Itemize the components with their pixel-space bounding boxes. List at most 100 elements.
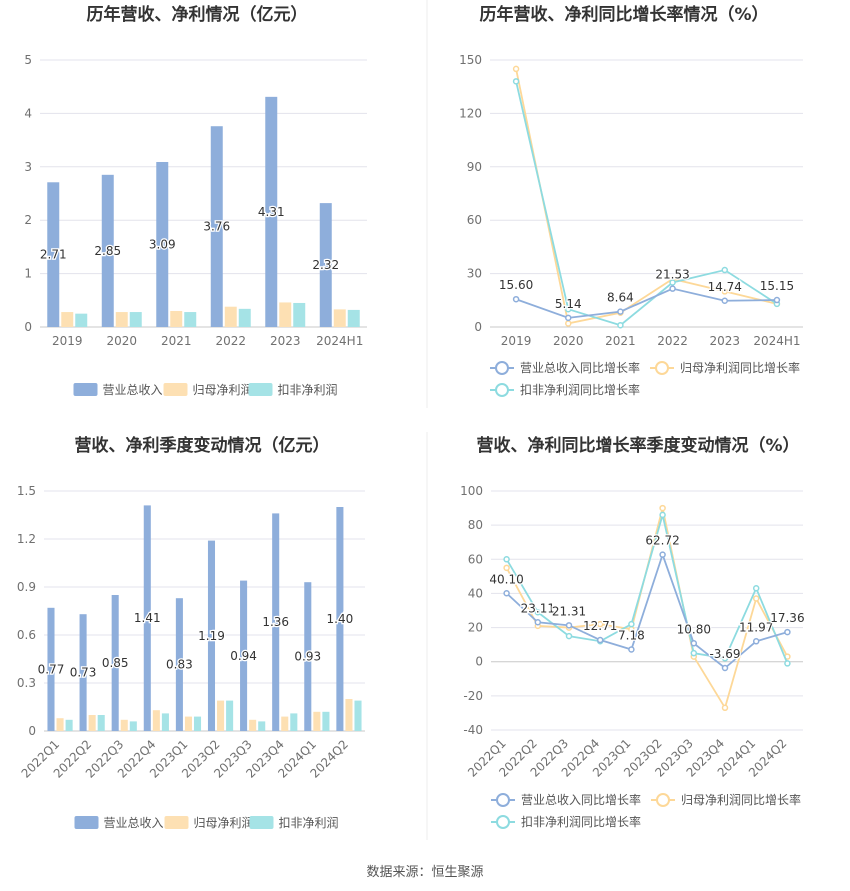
bar-0-s1-2 — [170, 310, 183, 327]
y-tick-label: -40 — [463, 723, 483, 737]
point-1-s1-0 — [512, 65, 520, 73]
bar-2-s0-7 — [272, 513, 280, 731]
y-tick-label: 0 — [475, 655, 483, 669]
point-3-s2-2 — [565, 632, 573, 640]
y-tick-label: 120 — [459, 106, 482, 120]
y-tick-label: 1.5 — [17, 484, 36, 498]
bar-2-s0-4 — [175, 598, 183, 731]
point-3-s0-8 — [752, 638, 760, 645]
legend-marker-1-1 — [655, 361, 669, 375]
y-tick-label: 0.9 — [17, 580, 36, 594]
y-tick-label: 80 — [468, 518, 483, 532]
point-3-s1-0 — [503, 564, 510, 572]
bar-2-s1-3 — [152, 710, 160, 731]
point-1-s0-4 — [721, 297, 728, 305]
data-label: 15.60 — [499, 278, 533, 292]
legend-label: 营业总收入 — [104, 816, 164, 830]
y-tick-label: 90 — [467, 160, 482, 174]
y-tick-label: 1.2 — [17, 532, 36, 546]
y-tick-label: -20 — [463, 689, 483, 703]
point-3-s2-9 — [784, 660, 791, 667]
bar-2-s2-7 — [290, 713, 298, 731]
legend-swatch-2-1 — [164, 816, 189, 829]
data-label: 0.85 — [102, 656, 129, 670]
bar-2-s1-1 — [88, 715, 96, 731]
point-3-s1-7 — [721, 704, 729, 712]
y-tick-label: 5 — [24, 53, 32, 67]
x-tick-label: 2021 — [161, 334, 192, 348]
point-3-s2-4 — [628, 620, 635, 628]
y-tick-label: 3 — [24, 160, 32, 174]
y-tick-label: 2 — [24, 213, 32, 227]
bar-2-s0-3 — [143, 505, 151, 731]
legend-swatch-2-2 — [249, 816, 274, 829]
bar-2-s1-4 — [184, 716, 192, 731]
point-1-s0-0 — [512, 295, 520, 303]
data-label: 0.73 — [70, 666, 97, 680]
data-label: -3.69 — [709, 647, 740, 661]
data-label: 3.76 — [203, 220, 230, 234]
y-tick-label: 0.6 — [17, 628, 36, 642]
bar-2-s0-0 — [47, 607, 55, 731]
bar-0-s1-0 — [61, 312, 74, 327]
point-1-s1-1 — [565, 320, 572, 327]
data-label: 8.64 — [607, 291, 634, 305]
bar-0-s1-4 — [279, 302, 292, 327]
x-tick-label: 2023 — [270, 334, 301, 348]
point-3-s0-9 — [784, 628, 791, 636]
y-tick-label: 60 — [468, 552, 483, 566]
data-label: 1.41 — [134, 611, 161, 625]
legend-label: 扣非净利润同比增长率 — [520, 382, 640, 397]
bar-2-s2-3 — [161, 713, 169, 731]
x-tick-label: 2019 — [52, 334, 83, 348]
data-label: 7.18 — [618, 628, 645, 642]
x-tick-label: 2024H1 — [316, 334, 363, 348]
bar-0-s2-0 — [75, 313, 88, 327]
bar-2-s1-6 — [249, 719, 257, 731]
y-tick-label: 30 — [467, 267, 482, 281]
bar-0-s2-3 — [238, 308, 251, 327]
point-3-s0-3 — [596, 636, 604, 644]
legend-label: 扣非净利润 — [278, 383, 338, 397]
bar-2-s0-2 — [111, 595, 119, 731]
data-label: 10.80 — [677, 622, 711, 636]
y-tick-label: 0 — [28, 724, 36, 738]
data-label: 4.31 — [258, 205, 285, 219]
data-label: 12.71 — [583, 619, 617, 633]
data-label: 40.10 — [489, 572, 523, 586]
y-tick-label: 150 — [459, 53, 482, 67]
bar-0-s2-1 — [129, 312, 142, 327]
bar-2-s1-8 — [313, 711, 321, 731]
bar-2-s2-9 — [354, 700, 362, 731]
bar-2-s1-2 — [120, 719, 128, 731]
bar-2-s1-5 — [217, 700, 225, 731]
bar-0-s0-1 — [101, 174, 114, 327]
data-label: 21.53 — [655, 268, 689, 282]
y-tick-label: 100 — [460, 484, 483, 498]
legend-marker-3-1 — [656, 793, 670, 807]
legend-marker-3-2 — [496, 815, 510, 829]
legend-marker-1-0 — [495, 361, 509, 375]
bar-0-s1-3 — [224, 306, 237, 327]
legend-swatch-0-2 — [248, 383, 273, 396]
bar-2-s0-8 — [304, 582, 312, 731]
series-line-1-2 — [515, 81, 778, 327]
point-3-s2-7 — [721, 655, 729, 662]
point-3-s0-0 — [503, 590, 510, 597]
point-3-s0-2 — [565, 622, 573, 629]
data-label: 1.36 — [262, 615, 289, 629]
point-1-s1-4 — [721, 288, 728, 295]
point-3-s0-7 — [721, 664, 729, 672]
point-3-s0-4 — [628, 646, 635, 653]
data-label: 0.93 — [294, 650, 321, 664]
legend-label: 营业总收入同比增长率 — [520, 360, 640, 375]
data-label: 21.31 — [552, 604, 586, 618]
bar-0-s0-2 — [156, 161, 169, 327]
data-label: 2.32 — [312, 258, 339, 272]
bar-2-s2-6 — [258, 721, 266, 731]
legend-label: 营业总收入同比增长率 — [521, 792, 641, 807]
point-3-s2-0 — [503, 556, 510, 563]
bar-0-s2-2 — [184, 312, 197, 327]
legend-label: 扣非净利润 — [279, 816, 339, 830]
x-tick-label: 2022 — [215, 334, 246, 348]
